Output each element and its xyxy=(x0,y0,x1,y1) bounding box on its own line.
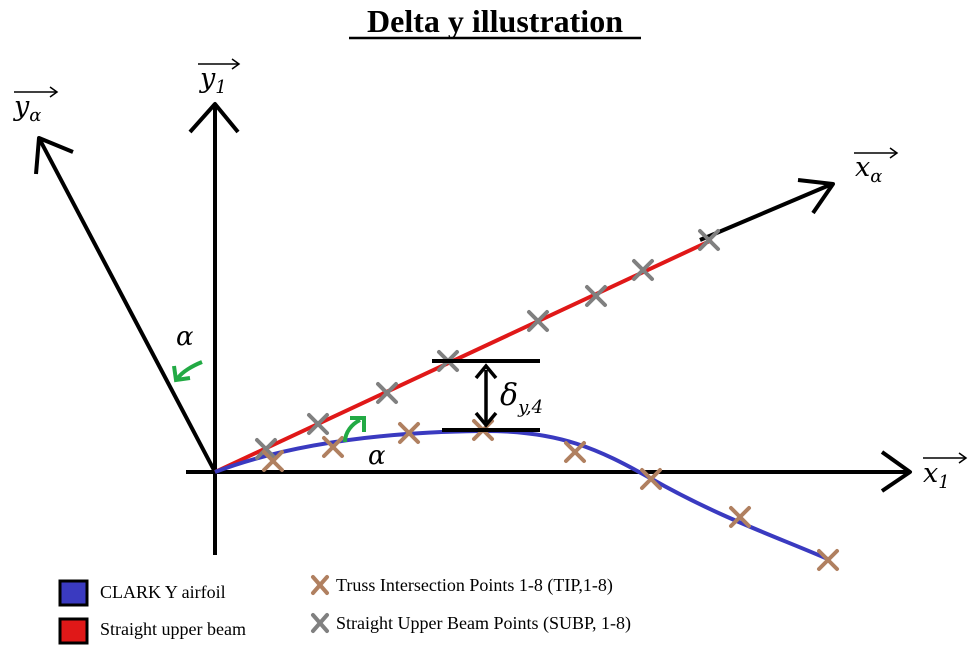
tip-marker-3 xyxy=(398,422,420,444)
tip-marker-5 xyxy=(564,441,586,463)
x-alpha-axis xyxy=(699,178,835,242)
legend: CLARK Y airfoil Straight upper beam Trus… xyxy=(58,575,631,645)
x1-axis-label: x1 xyxy=(923,452,968,493)
legend-subp-marker xyxy=(311,613,329,633)
y-alpha-axis-label: yα xyxy=(13,86,59,126)
tip-marker-2 xyxy=(322,436,344,458)
legend-airfoil-swatch xyxy=(58,579,89,607)
legend-beam-label: Straight upper beam xyxy=(100,619,246,639)
y-alpha-axis xyxy=(34,136,217,473)
svg-text:x1: x1 xyxy=(923,458,950,493)
x1-axis xyxy=(186,450,912,493)
y1-axis-label: y1 xyxy=(198,58,241,98)
svg-text:yα: yα xyxy=(13,91,41,126)
delta-y-measure xyxy=(432,359,540,432)
subp-marker-3 xyxy=(376,382,398,404)
x-alpha-axis-label: xα xyxy=(854,147,899,187)
legend-tip-marker xyxy=(311,575,329,595)
legend-beam-swatch xyxy=(58,617,89,645)
svg-text:xα: xα xyxy=(855,152,882,187)
alpha-arrow-upper xyxy=(172,360,203,383)
subp-marker-5 xyxy=(527,310,549,332)
delta-y4-label: δy,4 xyxy=(500,378,543,418)
tip-marker-7 xyxy=(729,506,751,528)
subp-marker-7 xyxy=(632,259,654,281)
clark-y-airfoil-curve xyxy=(214,428,831,562)
subp-marker-8 xyxy=(698,229,720,251)
subp-marker-1 xyxy=(255,438,277,460)
alpha-label-lower: α xyxy=(368,441,386,471)
legend-tip-label: Truss Intersection Points 1-8 (TIP,1-8) xyxy=(336,575,613,596)
tip-marker-1 xyxy=(262,450,284,472)
alpha-label-upper: α xyxy=(176,322,194,352)
y1-axis xyxy=(188,102,240,555)
tip-marker-8 xyxy=(817,549,839,571)
tip-markers xyxy=(262,419,839,571)
legend-airfoil-label: CLARK Y airfoil xyxy=(100,582,226,602)
subp-marker-6 xyxy=(585,285,607,307)
subp-marker-2 xyxy=(307,413,329,435)
legend-subp-label: Straight Upper Beam Points (SUBP, 1-8) xyxy=(336,613,631,634)
svg-text:y1: y1 xyxy=(199,63,227,98)
diagram-title: Delta y illustration xyxy=(367,3,623,39)
alpha-arrow-lower xyxy=(343,416,366,443)
straight-upper-beam xyxy=(214,238,713,474)
tip-marker-6 xyxy=(640,468,662,490)
